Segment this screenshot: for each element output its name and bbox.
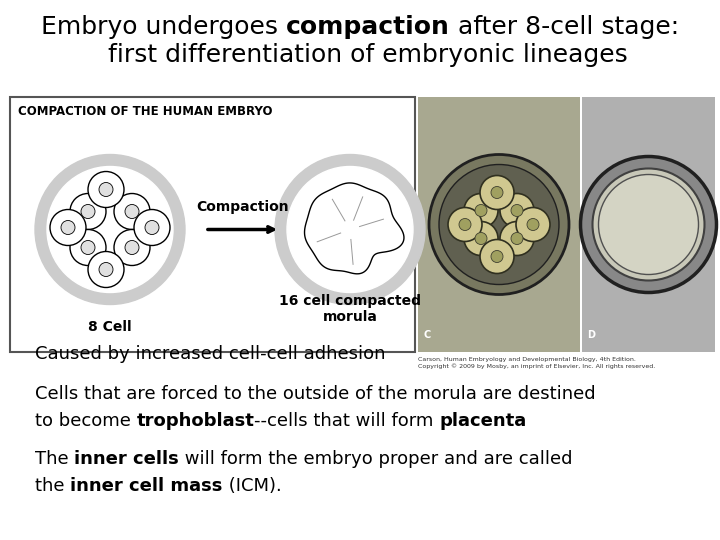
- Circle shape: [99, 183, 113, 197]
- Circle shape: [448, 207, 482, 241]
- Circle shape: [475, 233, 487, 245]
- Text: The: The: [35, 450, 74, 468]
- Text: Compaction: Compaction: [196, 199, 289, 213]
- Circle shape: [500, 193, 534, 227]
- Circle shape: [475, 205, 487, 217]
- Circle shape: [480, 176, 514, 210]
- Circle shape: [511, 205, 523, 217]
- Circle shape: [88, 172, 124, 207]
- Circle shape: [491, 251, 503, 262]
- Text: Caused by increased cell-cell adhesion: Caused by increased cell-cell adhesion: [35, 345, 385, 363]
- Text: C: C: [423, 330, 431, 340]
- Circle shape: [593, 168, 704, 280]
- Text: COMPACTION OF THE HUMAN EMBRYO: COMPACTION OF THE HUMAN EMBRYO: [18, 105, 272, 118]
- Circle shape: [598, 174, 698, 274]
- Text: trophoblast: trophoblast: [137, 412, 254, 430]
- Text: inner cells: inner cells: [74, 450, 179, 468]
- Circle shape: [134, 210, 170, 246]
- Circle shape: [125, 205, 139, 219]
- Circle shape: [81, 205, 95, 219]
- Text: the: the: [35, 477, 71, 495]
- Circle shape: [580, 157, 716, 293]
- Circle shape: [70, 230, 106, 266]
- Circle shape: [125, 240, 139, 254]
- Circle shape: [145, 220, 159, 234]
- Circle shape: [35, 154, 185, 305]
- Text: Cells that are forced to the outside of the morula are destined: Cells that are forced to the outside of …: [35, 385, 595, 403]
- Circle shape: [491, 186, 503, 199]
- Circle shape: [88, 252, 124, 287]
- Text: (ICM).: (ICM).: [222, 477, 282, 495]
- Circle shape: [50, 210, 86, 246]
- Circle shape: [464, 193, 498, 227]
- Text: will form the embryo proper and are called: will form the embryo proper and are call…: [179, 450, 572, 468]
- Circle shape: [459, 219, 471, 231]
- Polygon shape: [305, 183, 404, 274]
- Circle shape: [47, 166, 173, 293]
- Text: Embryo undergoes: Embryo undergoes: [41, 15, 286, 39]
- Text: 8 Cell: 8 Cell: [88, 320, 132, 334]
- Text: to become: to become: [35, 412, 137, 430]
- Text: compaction: compaction: [286, 15, 450, 39]
- Bar: [418, 97, 580, 352]
- Circle shape: [287, 166, 413, 293]
- Text: first differentiation of embryonic lineages: first differentiation of embryonic linea…: [92, 43, 628, 67]
- Circle shape: [480, 240, 514, 273]
- Circle shape: [99, 262, 113, 276]
- Text: placenta: placenta: [440, 412, 527, 430]
- Circle shape: [61, 220, 75, 234]
- Circle shape: [500, 221, 534, 255]
- Circle shape: [511, 233, 523, 245]
- Text: Carson, Human Embryology and Developmental Biology, 4th Edition.
Copyright © 200: Carson, Human Embryology and Development…: [418, 357, 655, 369]
- Bar: [10, 97, 415, 352]
- Text: D: D: [587, 330, 595, 340]
- Circle shape: [439, 165, 559, 285]
- Circle shape: [275, 154, 425, 305]
- Circle shape: [516, 207, 550, 241]
- Bar: [582, 97, 715, 352]
- Text: --cells that will form: --cells that will form: [254, 412, 440, 430]
- Circle shape: [114, 193, 150, 230]
- Circle shape: [114, 230, 150, 266]
- Circle shape: [81, 240, 95, 254]
- Text: 16 cell compacted
morula: 16 cell compacted morula: [279, 294, 421, 324]
- Circle shape: [527, 219, 539, 231]
- Circle shape: [429, 154, 569, 294]
- Circle shape: [464, 221, 498, 255]
- Circle shape: [70, 193, 106, 230]
- Text: after 8-cell stage:: after 8-cell stage:: [450, 15, 679, 39]
- Text: inner cell mass: inner cell mass: [71, 477, 222, 495]
